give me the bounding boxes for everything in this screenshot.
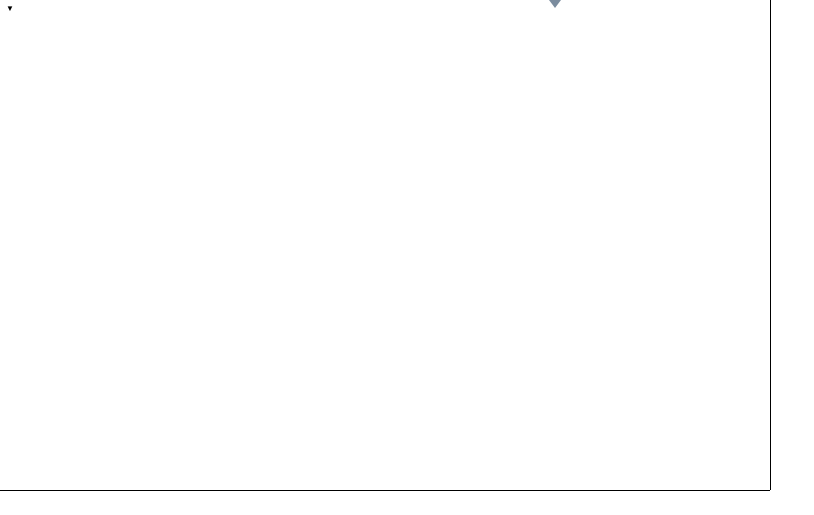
chart-plot-area[interactable] [0,18,770,490]
axis-corner [770,490,814,514]
price-axis[interactable] [770,0,814,490]
triangle-down-marker [549,0,562,8]
chart-canvas [0,18,770,490]
caret-down-icon[interactable]: ▼ [6,4,14,13]
time-axis[interactable] [0,490,770,515]
chart-titlebar: ▼ [0,0,814,18]
